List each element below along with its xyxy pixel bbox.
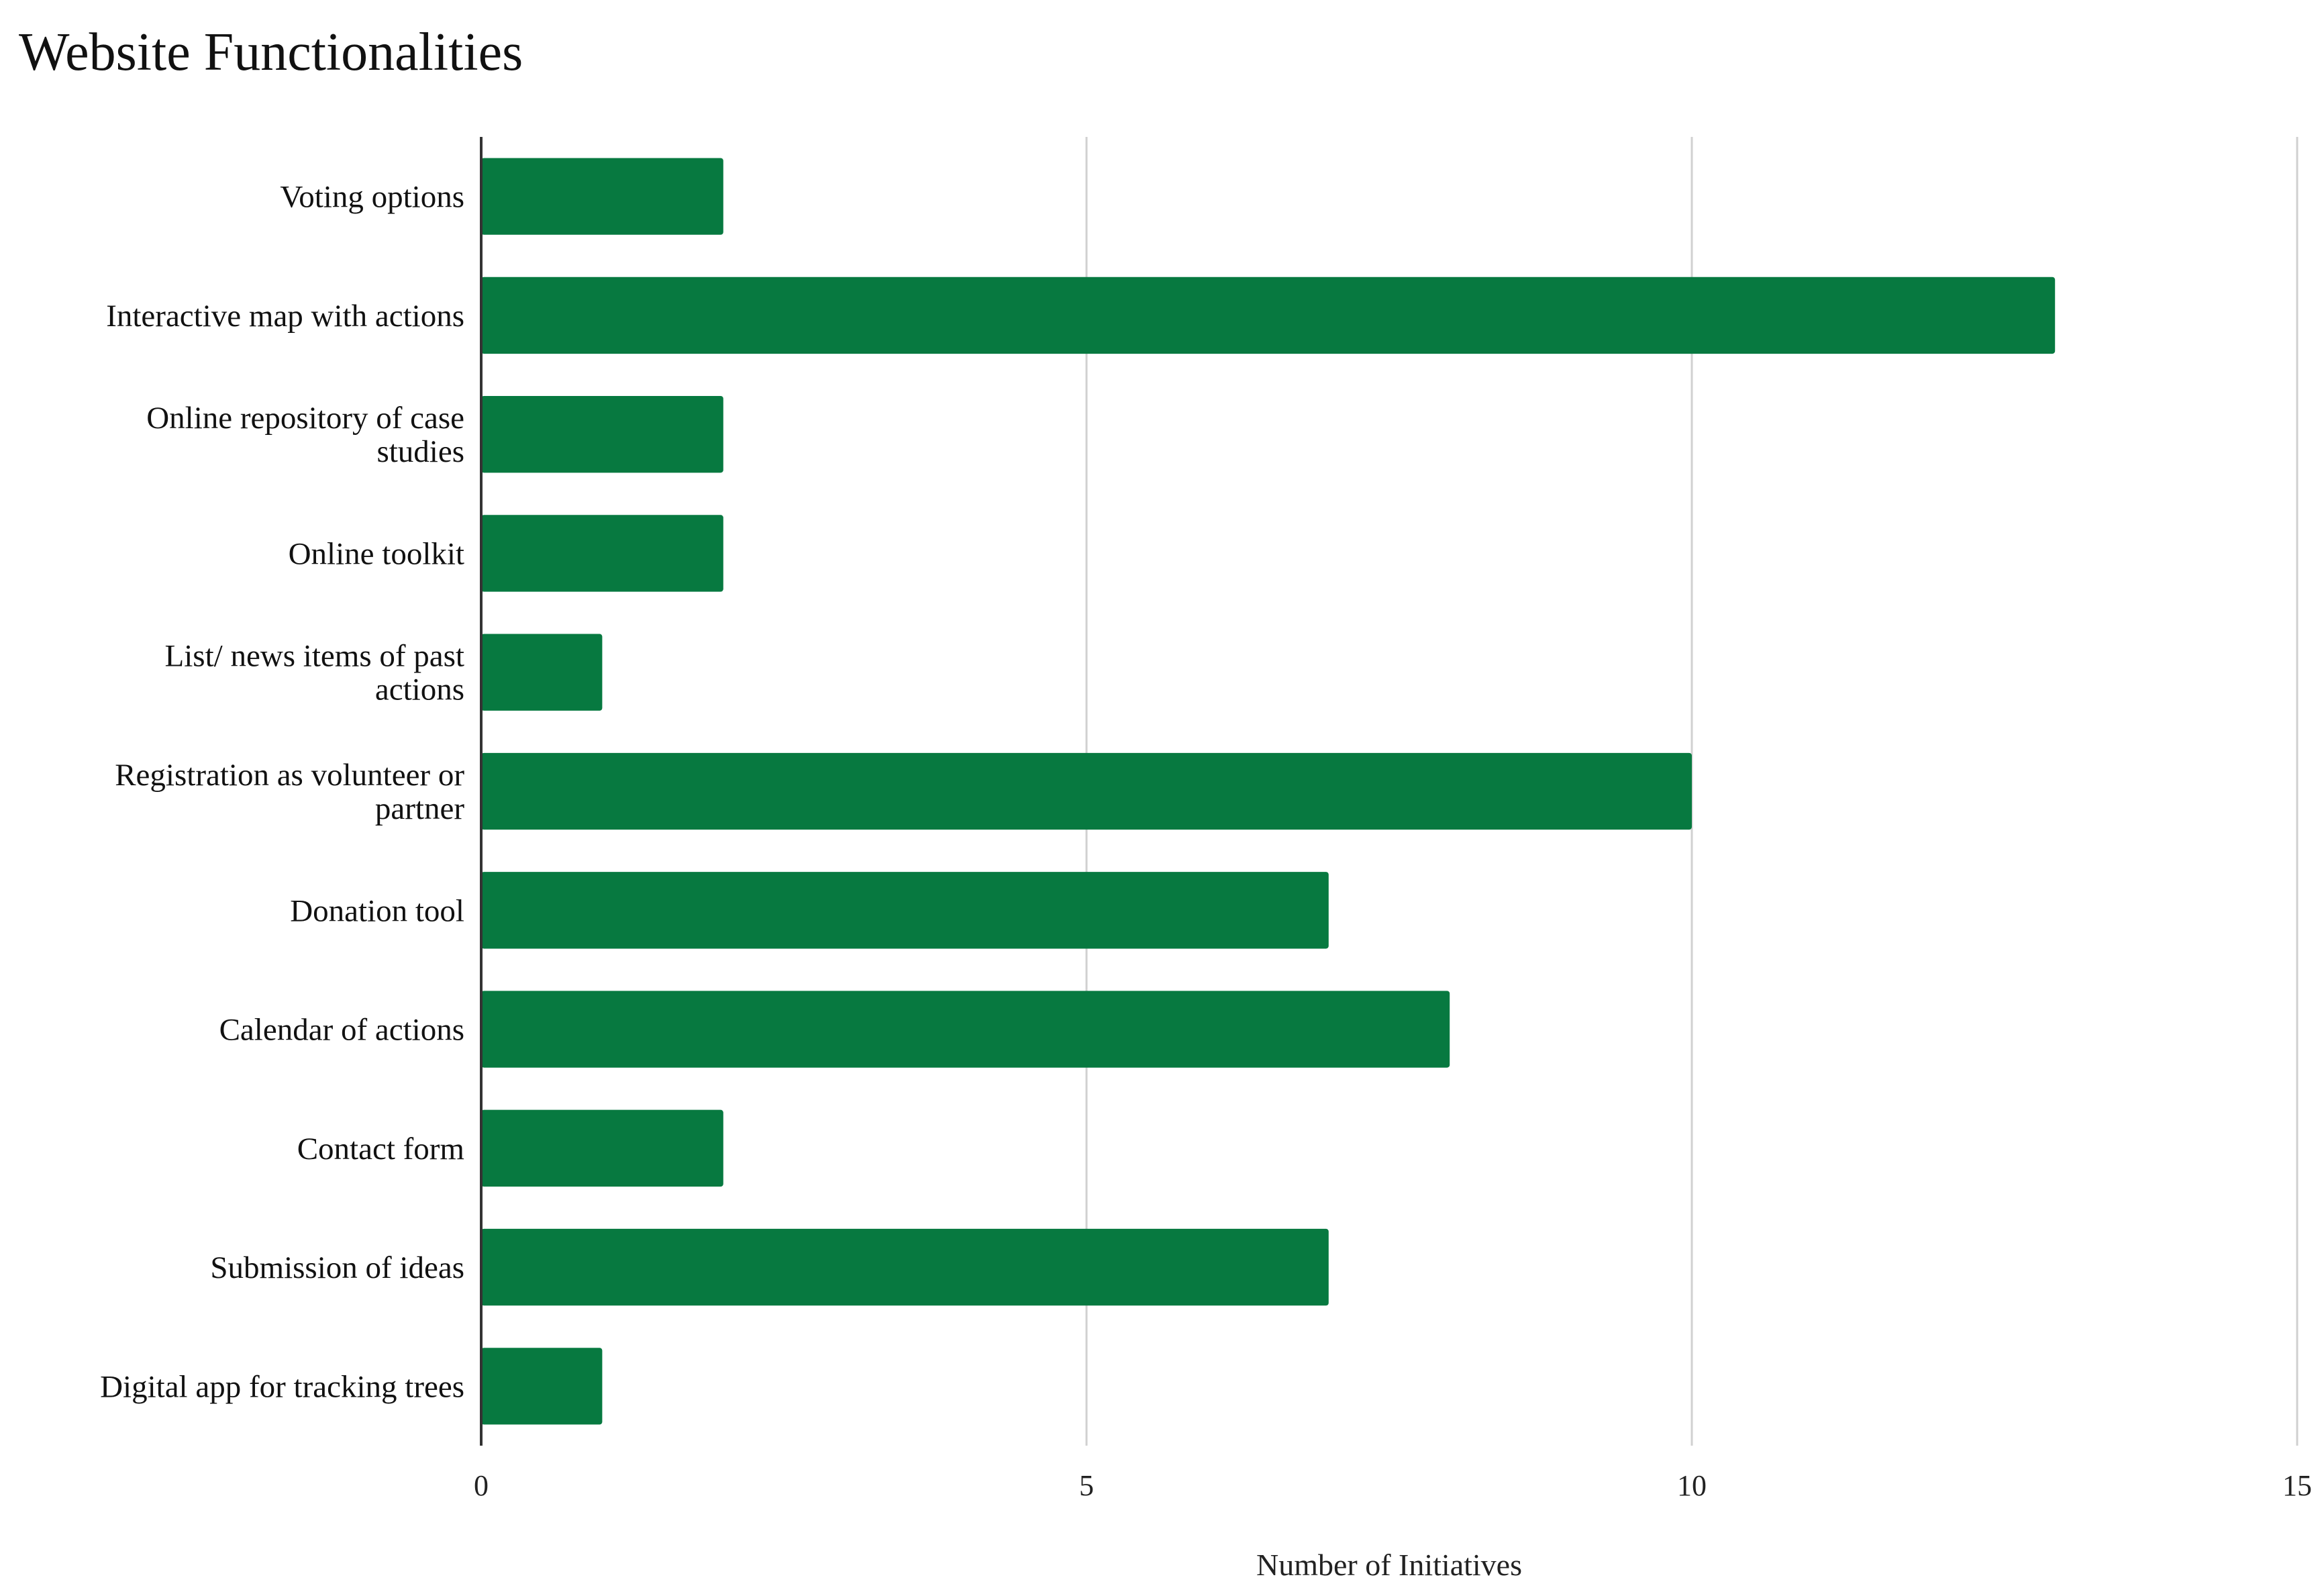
category-label: Calendar of actions (219, 1013, 464, 1048)
category-label: Digital app for tracking trees (100, 1369, 464, 1404)
x-tick-labels: 0 5 10 15 (474, 1469, 2312, 1502)
category-label: Donation tool (290, 893, 464, 928)
category-label-line: Interactive map with actions (106, 299, 464, 334)
category-label-line: Online repository of case (146, 401, 464, 436)
bar (481, 1228, 1329, 1306)
bar (481, 277, 2056, 354)
x-tick-label: 0 (474, 1469, 489, 1502)
category-label: List/ news items of past actions (165, 639, 464, 707)
category-label-line: List/ news items of past (165, 639, 464, 674)
category-label: Online toolkit (289, 536, 464, 571)
chart-title: Website Functionalities (19, 23, 523, 82)
category-labels: Voting options Interactive map with actio… (100, 180, 464, 1405)
category-label-line: Digital app for tracking trees (100, 1369, 464, 1404)
category-label-line: Calendar of actions (219, 1013, 464, 1048)
category-label-line: Donation tool (290, 893, 464, 928)
bar (481, 396, 723, 473)
bar (481, 991, 1450, 1068)
x-axis-label: Number of Initiatives (1256, 1548, 1522, 1582)
category-label-line: studies (376, 434, 464, 469)
category-label-line: Online toolkit (289, 536, 464, 571)
x-tick-label: 10 (1677, 1469, 1707, 1502)
bar (481, 158, 723, 235)
bar (481, 752, 1692, 830)
bar (481, 1348, 603, 1425)
category-label-line: Submission of ideas (210, 1250, 464, 1285)
category-label: Interactive map with actions (106, 299, 464, 334)
category-label-line: Voting options (280, 180, 464, 215)
bar (481, 1109, 723, 1187)
category-label-line: Registration as volunteer or (115, 758, 464, 793)
category-label: Contact form (297, 1132, 464, 1166)
x-tick-label: 15 (2282, 1469, 2312, 1502)
category-label-line: partner (375, 791, 464, 826)
category-label: Submission of ideas (210, 1250, 464, 1285)
bar (481, 634, 603, 711)
bar (481, 515, 723, 592)
x-tick-label: 5 (1079, 1469, 1094, 1502)
category-label: Registration as volunteer or partner (115, 758, 464, 826)
bars (481, 158, 2056, 1425)
category-label-line: actions (375, 672, 464, 707)
bar (481, 872, 1329, 949)
category-label: Online repository of case studies (146, 401, 464, 469)
category-label-line: Contact form (297, 1132, 464, 1166)
category-label: Voting options (280, 180, 464, 215)
